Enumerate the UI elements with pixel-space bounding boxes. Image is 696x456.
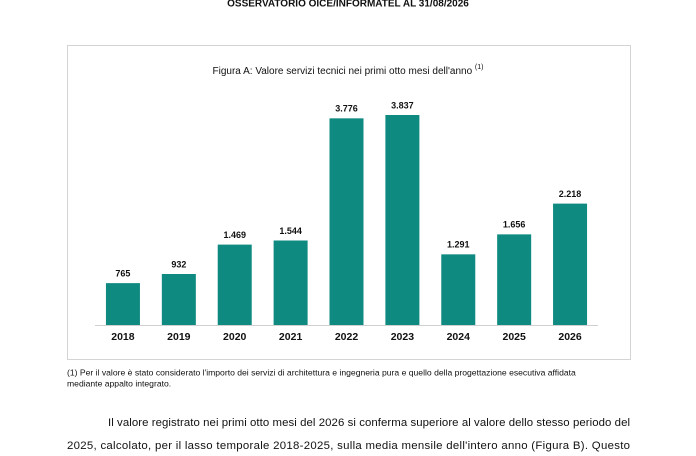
value-label: 1.544 [279, 226, 302, 236]
paragraph-line: Il valore registrato nei primi otto mesi… [108, 417, 630, 429]
bar [329, 118, 364, 325]
x-tick-label: 2026 [558, 331, 582, 343]
x-tick-label: 2021 [279, 331, 303, 343]
header-title: OSSERVATORIO OICE/INFORMATEL AL 31/08/20… [227, 0, 469, 10]
bar [385, 115, 420, 325]
value-label: 3.776 [335, 104, 358, 114]
value-label: 765 [115, 269, 130, 279]
value-label: 1.291 [447, 240, 470, 250]
chart-frame [67, 45, 631, 360]
footnote-line: (1) Per il valore è stato considerato l'… [67, 367, 576, 377]
footnote-line: mediante appalto integrato. [67, 378, 171, 388]
chart-title-text: Figura A: Valore servizi tecnici nei pri… [213, 66, 473, 77]
value-label: 1.656 [503, 220, 526, 230]
bar [217, 244, 252, 325]
bar [273, 240, 308, 325]
chart-title: Figura A: Valore servizi tecnici nei pri… [213, 64, 484, 77]
value-label: 1.469 [223, 230, 246, 240]
value-label: 3.837 [391, 100, 414, 110]
bar [553, 203, 588, 325]
paragraph-line: 2025, calcolato, per il lasso temporale … [67, 440, 630, 452]
x-tick-label: 2025 [502, 331, 526, 343]
value-label: 2.218 [559, 189, 582, 199]
x-tick-label: 2024 [447, 331, 471, 343]
x-tick-label: 2019 [167, 331, 191, 343]
bar [441, 254, 476, 325]
x-tick-label: 2020 [223, 331, 247, 343]
x-tick-label: 2022 [335, 331, 359, 343]
bar [161, 273, 196, 325]
x-tick-label: 2023 [391, 331, 415, 343]
value-label: 932 [171, 259, 186, 269]
x-tick-label: 2018 [111, 331, 135, 343]
bar [497, 234, 532, 325]
chart-title-note: (1) [475, 64, 484, 71]
bar [105, 283, 140, 325]
